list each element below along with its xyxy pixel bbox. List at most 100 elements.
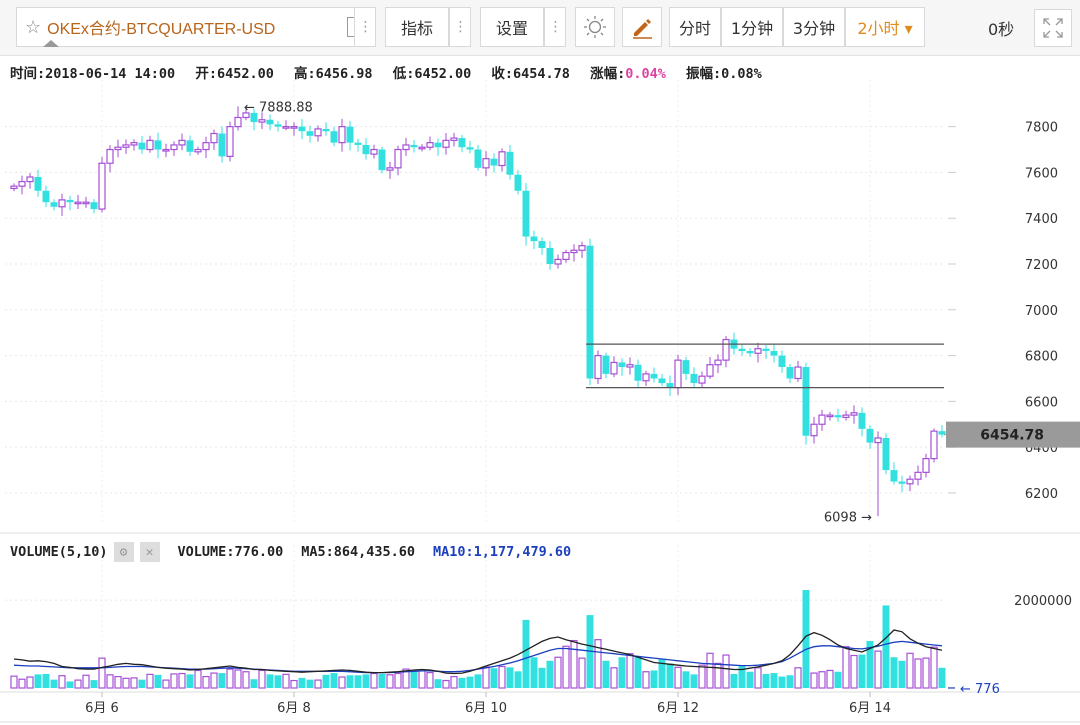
candle	[74, 194, 82, 210]
candle-body	[418, 146, 426, 150]
candle-body	[490, 158, 498, 166]
volume-bar	[522, 619, 530, 688]
candle-body	[42, 190, 50, 203]
candle-body	[850, 412, 858, 416]
candle-body	[802, 367, 810, 436]
volume-bar	[202, 675, 210, 689]
candle-body	[18, 180, 26, 187]
candle	[122, 139, 130, 154]
volume-bar	[498, 665, 506, 689]
candle	[506, 145, 514, 180]
period-1min[interactable]: 1分钟	[721, 7, 783, 47]
candle	[114, 139, 122, 158]
indicators-more-button[interactable]: ⋮	[449, 7, 471, 47]
settings-more-button[interactable]: ⋮	[544, 7, 566, 47]
candle	[666, 375, 674, 397]
candle	[898, 475, 906, 493]
volume-bar	[898, 660, 906, 688]
volume-bar	[362, 674, 370, 688]
candle-body	[514, 174, 522, 191]
volume-bar	[274, 675, 282, 688]
fullscreen-button[interactable]	[1034, 9, 1072, 47]
candle	[842, 410, 850, 421]
candle	[938, 425, 946, 438]
star-icon[interactable]: ☆	[25, 16, 42, 38]
candle-body	[610, 361, 618, 375]
candle	[698, 371, 706, 387]
candle-body	[658, 378, 666, 384]
volume-bar	[834, 671, 842, 688]
theme-button[interactable]	[575, 7, 615, 47]
volume-bar	[698, 664, 706, 689]
symbol-more-button[interactable]: ⋮	[354, 7, 376, 47]
volume-bar	[610, 667, 618, 689]
candle	[930, 428, 938, 463]
settings-button[interactable]: 设置	[480, 7, 544, 47]
volume-bar	[290, 679, 298, 689]
candle-body	[762, 348, 770, 351]
candle	[82, 196, 90, 208]
volume-bar	[18, 678, 26, 689]
info-time: 2018-06-14 14:00	[45, 66, 176, 82]
volume-bar	[58, 675, 66, 689]
time-tick-label: 6月 14	[849, 701, 891, 716]
candle-body	[586, 245, 594, 379]
candle	[410, 139, 418, 153]
candle	[538, 237, 546, 255]
last-price-label: 6454.78	[980, 428, 1044, 444]
info-change: 0.04%	[625, 66, 666, 82]
volume-tick-label: 2000000	[1014, 594, 1072, 609]
candle-body	[298, 126, 306, 132]
volume-bar	[754, 667, 762, 689]
candle-body	[914, 471, 922, 480]
candle-body	[546, 247, 554, 264]
volume-bar	[50, 679, 58, 688]
draw-button[interactable]	[622, 7, 662, 47]
candle-body	[122, 144, 130, 148]
candle-body	[562, 251, 570, 261]
volume-bar	[210, 672, 218, 689]
candle-body	[754, 348, 762, 354]
candle-body	[266, 119, 274, 125]
candle	[530, 230, 538, 250]
candle	[130, 139, 138, 151]
candle-body	[722, 338, 730, 361]
volume-bar	[410, 671, 418, 688]
candle	[386, 161, 394, 179]
candle-body	[642, 373, 650, 382]
volume-bar	[490, 668, 498, 688]
candle-body	[210, 132, 218, 144]
volume-bar	[402, 668, 410, 689]
candle	[418, 144, 426, 152]
time-tick-label: 6月 8	[277, 701, 311, 716]
candle	[642, 370, 650, 387]
close-icon[interactable]: ✕	[139, 542, 160, 562]
candle-body	[882, 438, 890, 471]
volume-bar	[74, 679, 82, 689]
period-3min[interactable]: 3分钟	[783, 7, 845, 47]
gear-icon[interactable]: ⚙	[113, 542, 134, 562]
candle	[402, 137, 410, 156]
candle-body	[82, 201, 90, 205]
volume-bar	[146, 673, 154, 689]
candle-body	[450, 137, 458, 141]
candle	[794, 360, 802, 382]
volume-bar	[234, 669, 242, 689]
period-2hour-dropdown[interactable]: 2小时 ▾	[845, 7, 925, 47]
indicators-button[interactable]: 指标	[385, 7, 449, 47]
candle-body	[138, 142, 146, 150]
volume-info: VOLUME(5,10) ⚙ ✕ VOLUME:776.00 MA5:864,4…	[10, 542, 571, 562]
volume-bar	[858, 654, 866, 688]
candle-body	[570, 249, 578, 254]
volume-bar	[218, 673, 226, 688]
period-fenshi[interactable]: 分时	[669, 7, 721, 47]
candle	[322, 122, 330, 136]
candle-body	[322, 128, 330, 132]
volume-bar	[314, 679, 322, 689]
volume-bar	[378, 673, 386, 688]
volume-bar	[514, 671, 522, 688]
candle	[210, 129, 218, 150]
volume-bar	[554, 656, 562, 689]
candle	[306, 125, 314, 143]
